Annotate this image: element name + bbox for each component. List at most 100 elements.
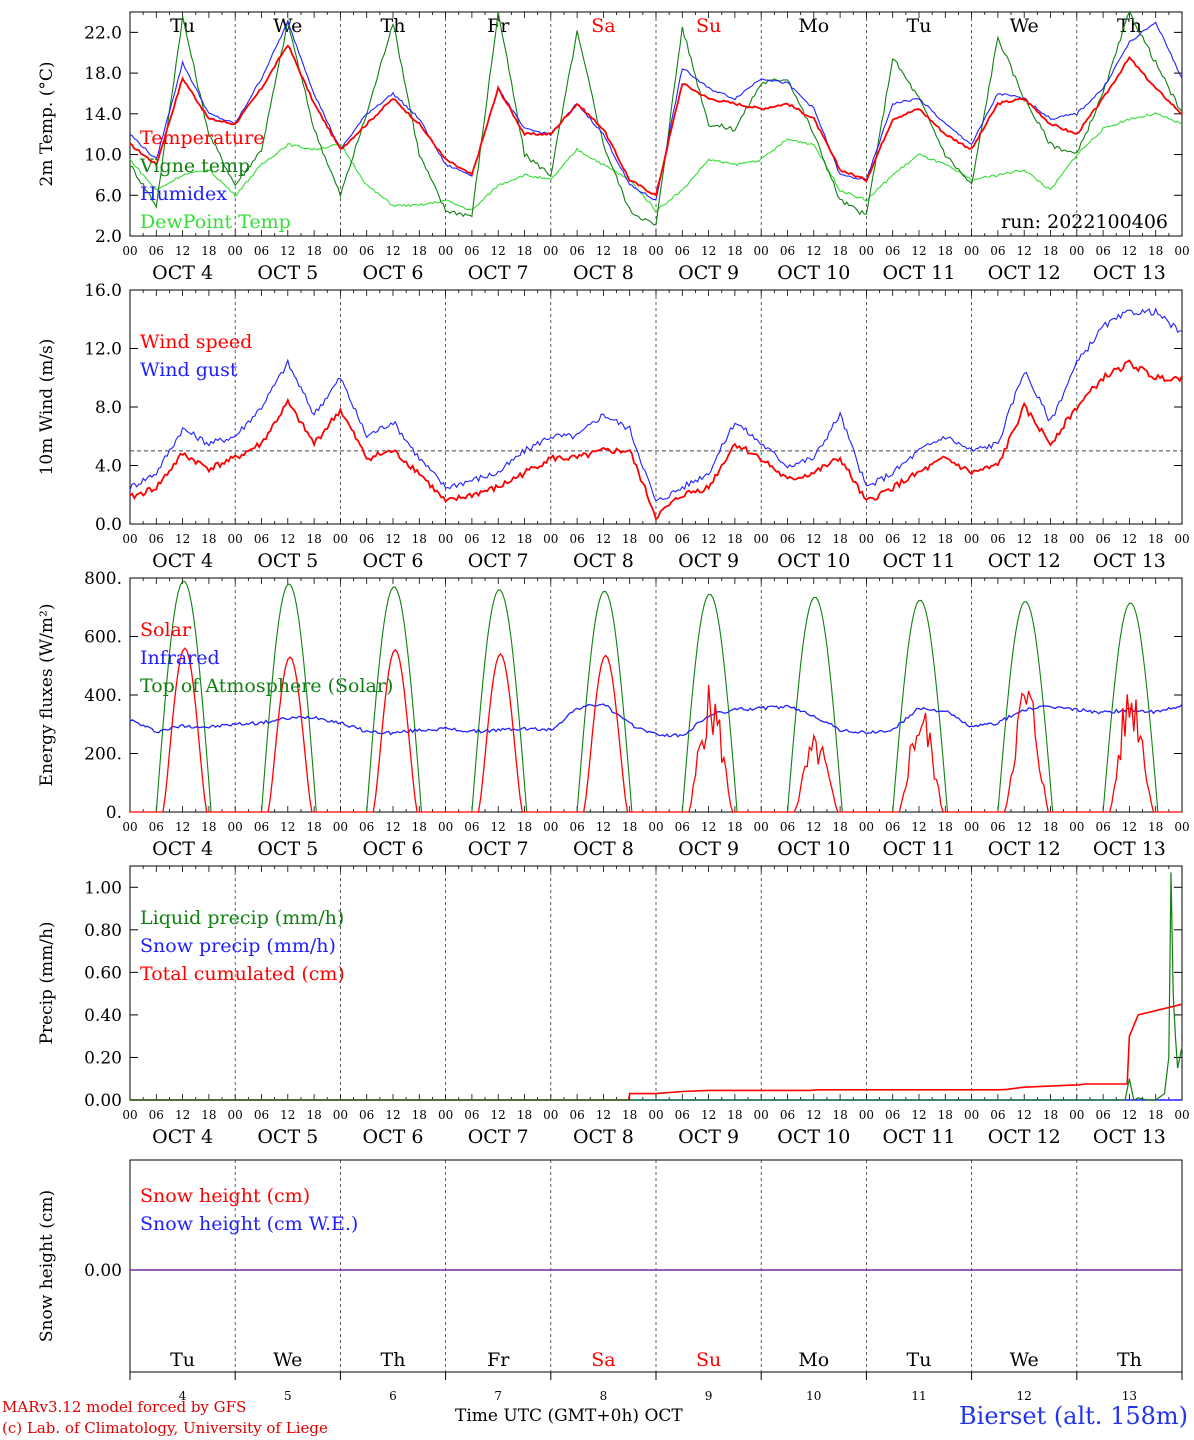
hour-tick-label: 00 (859, 244, 874, 258)
y-tick-label: 1.00 (84, 878, 122, 898)
hour-tick-label: 06 (359, 532, 374, 546)
hour-tick-label: 12 (491, 1108, 506, 1122)
date-label: OCT 5 (257, 262, 318, 284)
hour-tick-label: 00 (859, 820, 874, 834)
hour-tick-label: 12 (1017, 244, 1032, 258)
date-label: OCT 5 (257, 550, 318, 572)
legend-entry: Humidex (140, 183, 227, 205)
y-axis-label: Energy fluxes (W/m²) (37, 604, 57, 787)
hour-tick-label: 12 (385, 820, 400, 834)
weekday-label: We (273, 15, 302, 37)
y-tick-label: 18.0 (84, 64, 122, 84)
hour-tick-label: 12 (280, 532, 295, 546)
hour-tick-label: 06 (359, 244, 374, 258)
hour-tick-label: 12 (175, 820, 190, 834)
hour-tick-label: 00 (228, 244, 243, 258)
weekday-label: Mo (798, 15, 829, 37)
hour-tick-label: 12 (911, 532, 926, 546)
hour-tick-label: 00 (964, 532, 979, 546)
hour-tick-label: 12 (1017, 532, 1032, 546)
station-name: Bierset (alt. 158m) (959, 1402, 1188, 1430)
hour-tick-label: 18 (832, 1108, 847, 1122)
weekday-label: Sa (591, 1349, 615, 1371)
hour-tick-label: 06 (780, 820, 795, 834)
hour-tick-label: 18 (1148, 244, 1163, 258)
weekday-label: Th (1117, 15, 1142, 37)
y-tick-label: 0. (106, 803, 122, 823)
y-tick-label: 10.0 (84, 146, 122, 166)
run-annotation: run: 2022100406 (1001, 211, 1168, 233)
hour-tick-label: 06 (149, 532, 164, 546)
legend-entry: DewPoint Temp (140, 211, 291, 233)
date-label: OCT 4 (152, 550, 213, 572)
date-label: OCT 10 (777, 550, 850, 572)
hour-tick-label: 12 (1122, 532, 1137, 546)
date-label: OCT 4 (152, 1126, 213, 1148)
y-tick-label: 4.0 (95, 457, 122, 477)
hour-tick-label: 18 (201, 532, 216, 546)
date-label: OCT 11 (882, 550, 955, 572)
hour-tick-label: 12 (175, 532, 190, 546)
weekday-label: Fr (487, 15, 510, 37)
hour-tick-label: 12 (596, 820, 611, 834)
hour-tick-label: 06 (464, 244, 479, 258)
model-credit: MARv3.12 model forced by GFS (2, 1398, 247, 1416)
date-label: OCT 11 (882, 838, 955, 860)
weekday-label: Tu (170, 1349, 195, 1371)
hour-tick-label: 18 (306, 244, 321, 258)
hour-tick-label: 06 (254, 1108, 269, 1122)
temp-series-line (129, 44, 1183, 197)
hour-tick-label: 00 (333, 532, 348, 546)
hour-tick-label: 00 (859, 1108, 874, 1122)
hour-tick-label: 12 (491, 532, 506, 546)
temp-series-line (129, 19, 1183, 201)
solar-line (130, 647, 1182, 813)
hour-tick-label: 00 (964, 1108, 979, 1122)
hour-tick-label: 12 (385, 532, 400, 546)
liquid-precip-line (130, 872, 1183, 1101)
hour-tick-label: 06 (149, 1108, 164, 1122)
hour-tick-label: 06 (359, 820, 374, 834)
date-label: OCT 8 (573, 262, 634, 284)
date-label: OCT 4 (152, 838, 213, 860)
y-tick-label: 14.0 (84, 105, 122, 125)
hour-tick-label: 12 (280, 1108, 295, 1122)
hour-tick-label: 00 (1069, 244, 1084, 258)
hour-tick-label: 18 (832, 244, 847, 258)
date-label: OCT 9 (678, 550, 739, 572)
hour-tick-label: 12 (1017, 1108, 1032, 1122)
hour-tick-label: 12 (175, 244, 190, 258)
hour-tick-label: 12 (806, 244, 821, 258)
hour-tick-label: 18 (517, 820, 532, 834)
day-number: 5 (284, 1389, 292, 1403)
day-number: 6 (389, 1389, 397, 1403)
hour-tick-label: 18 (412, 820, 427, 834)
day-number: 4 (179, 1389, 187, 1403)
date-label: OCT 8 (573, 1126, 634, 1148)
date-label: OCT 10 (777, 838, 850, 860)
hour-tick-label: 12 (911, 1108, 926, 1122)
date-label: OCT 12 (988, 550, 1061, 572)
hour-tick-label: 18 (622, 820, 637, 834)
date-label: OCT 8 (573, 838, 634, 860)
hour-tick-label: 18 (727, 820, 742, 834)
hour-tick-label: 00 (438, 244, 453, 258)
date-label: OCT 13 (1093, 838, 1166, 860)
hour-tick-label: 18 (1148, 532, 1163, 546)
hour-tick-label: 12 (280, 244, 295, 258)
hour-tick-label: 06 (990, 244, 1005, 258)
hour-tick-label: 00 (438, 820, 453, 834)
hour-tick-label: 06 (675, 244, 690, 258)
hour-tick-label: 18 (1148, 1108, 1163, 1122)
weekday-label: Su (696, 1349, 721, 1371)
hour-tick-label: 06 (885, 1108, 900, 1122)
date-label: OCT 9 (678, 1126, 739, 1148)
hour-tick-label: 12 (806, 1108, 821, 1122)
y-tick-label: 0.00 (84, 1091, 122, 1111)
y-tick-label: 800. (84, 569, 122, 589)
hour-tick-label: 18 (412, 244, 427, 258)
hour-tick-label: 00 (859, 532, 874, 546)
hour-tick-label: 18 (727, 532, 742, 546)
hour-tick-label: 00 (122, 1108, 137, 1122)
hour-tick-label: 18 (938, 1108, 953, 1122)
